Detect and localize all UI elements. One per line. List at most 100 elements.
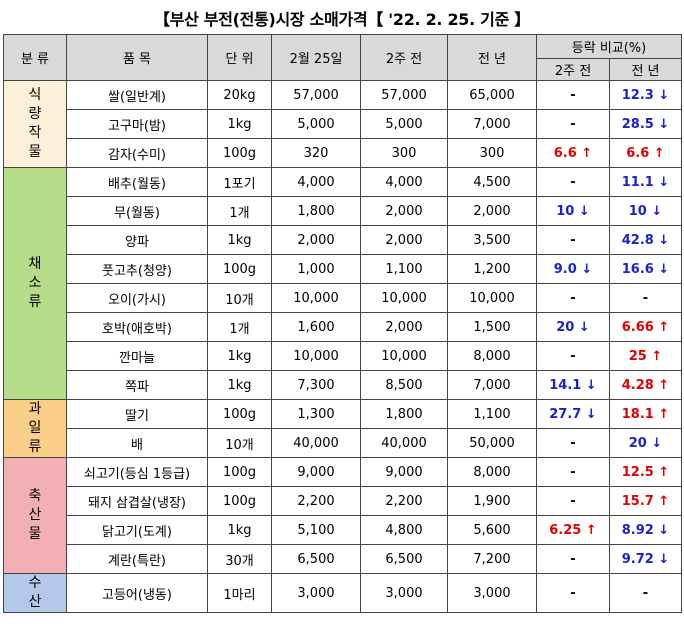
unit-cell: 1kg xyxy=(207,370,272,400)
table-row: 채 소 류 배추(월동) 1포기 4,000 4,000 4,500-11.1 ↓ xyxy=(3,167,682,400)
change-last-year-cell: 42.8 ↓ xyxy=(609,225,682,255)
category-char: 소 xyxy=(28,275,42,291)
header-item: 품 목 xyxy=(66,34,208,81)
unit-cell: 1개 xyxy=(207,196,272,226)
item-cell: 무(월동) xyxy=(66,196,208,226)
table-row: 배 10개 40,000 40,000 50,000-20 ↓ xyxy=(4,428,682,458)
price-last-year-cell: 1,200 xyxy=(447,254,537,284)
change-two-weeks-cell: 14.1 ↓ xyxy=(536,370,610,400)
category-char: 산 xyxy=(28,507,42,523)
change-two-weeks-cell: - xyxy=(536,573,610,613)
price-today-cell: 4,000 xyxy=(271,167,361,197)
price-today-cell: 1,600 xyxy=(271,312,361,342)
price-last-year-cell: 4,500 xyxy=(447,167,537,197)
price-two-weeks-cell: 10,000 xyxy=(360,283,448,313)
change-two-weeks-cell: - xyxy=(536,167,610,197)
table-row: 과 일 류 딸기 100g 1,300 1,800 1,100 27.7 ↓ 18.1 ↑ xyxy=(3,399,682,458)
header-change-two-weeks: 2주 전 xyxy=(536,58,610,81)
price-last-year-cell: 1,100 xyxy=(447,399,537,429)
item-cell: 깐마늘 xyxy=(66,341,208,371)
change-last-year-cell: 6.66 ↑ xyxy=(609,312,682,342)
unit-cell: 100g xyxy=(207,457,272,487)
change-last-year-cell: 4.28 ↑ xyxy=(609,370,682,400)
change-last-year-cell: 6.6 ↑ xyxy=(609,138,682,168)
unit-cell: 10개 xyxy=(207,428,272,458)
category-char: 수 xyxy=(28,575,42,591)
unit-cell: 1kg xyxy=(207,515,272,545)
table-row: 감자(수미) 100g 320 300 300 6.6 ↑ 6.6 ↑ xyxy=(4,138,682,168)
price-today-cell: 5,100 xyxy=(271,515,361,545)
price-two-weeks-cell: 2,200 xyxy=(360,486,448,516)
price-last-year-cell: 5,600 xyxy=(447,515,537,545)
category-char: 량 xyxy=(28,106,42,122)
price-two-weeks-cell: 40,000 xyxy=(360,428,448,458)
table-row: 식 량 작 물 쌀(일반계) 20kg 57,000 57,000 65,000-12.3 ↓ xyxy=(3,80,682,168)
item-cell: 쇠고기(등심 1등급) xyxy=(66,457,208,487)
category-char: 류 xyxy=(28,439,42,455)
price-last-year-cell: 7,000 xyxy=(447,370,537,400)
price-today-cell: 9,000 xyxy=(271,457,361,487)
header-date: 2월 25일 xyxy=(271,34,361,81)
change-two-weeks-cell: - xyxy=(536,225,610,255)
category-char: 물 xyxy=(28,526,42,542)
price-today-cell: 57,000 xyxy=(271,80,361,110)
category-char: 물 xyxy=(28,144,42,160)
price-today-cell: 5,000 xyxy=(271,109,361,139)
unit-cell: 20kg xyxy=(207,80,272,110)
table-row: 무(월동) 1개 1,800 2,000 2,000 10 ↓ 10 ↓ xyxy=(4,196,682,226)
table-row: 양파 1kg 2,000 2,000 3,500-42.8 ↓ xyxy=(4,225,682,255)
change-last-year-cell: 18.1 ↑ xyxy=(609,399,682,429)
price-today-cell: 1,000 xyxy=(271,254,361,284)
price-last-year-cell: 8,000 xyxy=(447,457,537,487)
price-two-weeks-cell: 5,000 xyxy=(360,109,448,139)
unit-cell: 10개 xyxy=(207,283,272,313)
change-last-year-cell: 25 ↑ xyxy=(609,341,682,371)
table-row: 호박(애호박) 1개 1,600 2,000 1,500 20 ↓ 6.66 ↑ xyxy=(4,312,682,342)
category-char: 일 xyxy=(28,420,42,436)
change-last-year-cell: 16.6 ↓ xyxy=(609,254,682,284)
table-row: 풋고추(청양) 100g 1,000 1,100 1,200 9.0 ↓ 16.6 ↓ xyxy=(4,254,682,284)
item-cell: 계란(특란) xyxy=(66,544,208,574)
price-two-weeks-cell: 4,800 xyxy=(360,515,448,545)
item-cell: 고등어(냉동) xyxy=(66,573,208,613)
item-cell: 배 xyxy=(66,428,208,458)
unit-cell: 100g xyxy=(207,399,272,429)
unit-cell: 100g xyxy=(207,138,272,168)
unit-cell: 1kg xyxy=(207,341,272,371)
price-two-weeks-cell: 1,800 xyxy=(360,399,448,429)
price-last-year-cell: 7,000 xyxy=(447,109,537,139)
item-cell: 돼지 삼겹살(냉장) xyxy=(66,486,208,516)
table-row: 쪽파 1kg 7,300 8,500 7,000 14.1 ↓ 4.28 ↑ xyxy=(4,370,682,400)
change-last-year-cell: 9.72 ↓ xyxy=(609,544,682,574)
item-cell: 양파 xyxy=(66,225,208,255)
change-two-weeks-cell: - xyxy=(536,341,610,371)
category-char: 식 xyxy=(28,87,42,103)
category-char: 류 xyxy=(28,294,42,310)
price-last-year-cell: 65,000 xyxy=(447,80,537,110)
change-last-year-cell: 8.92 ↓ xyxy=(609,515,682,545)
price-last-year-cell: 3,000 xyxy=(447,573,537,613)
change-two-weeks-cell: 6.25 ↑ xyxy=(536,515,610,545)
price-today-cell: 320 xyxy=(271,138,361,168)
change-two-weeks-cell: 6.6 ↑ xyxy=(536,138,610,168)
price-two-weeks-cell: 2,000 xyxy=(360,225,448,255)
price-today-cell: 10,000 xyxy=(271,283,361,313)
header-last-year: 전 년 xyxy=(447,34,537,81)
price-last-year-cell: 8,000 xyxy=(447,341,537,371)
category-char: 축 xyxy=(28,488,42,504)
price-today-cell: 6,500 xyxy=(271,544,361,574)
change-last-year-cell: - xyxy=(609,283,682,313)
price-two-weeks-cell: 1,100 xyxy=(360,254,448,284)
change-last-year-cell: 12.3 ↓ xyxy=(609,80,682,110)
table-row: 돼지 삼겹살(냉장) 100g 2,200 2,200 1,900-15.7 ↑ xyxy=(4,486,682,516)
price-two-weeks-cell: 2,000 xyxy=(360,196,448,226)
change-last-year-cell: 10 ↓ xyxy=(609,196,682,226)
change-last-year-cell: - xyxy=(609,573,682,613)
item-cell: 풋고추(청양) xyxy=(66,254,208,284)
change-two-weeks-cell: - xyxy=(536,457,610,487)
price-today-cell: 2,000 xyxy=(271,225,361,255)
table-row: 오이(가시) 10개 10,000 10,000 10,000- - xyxy=(4,283,682,313)
